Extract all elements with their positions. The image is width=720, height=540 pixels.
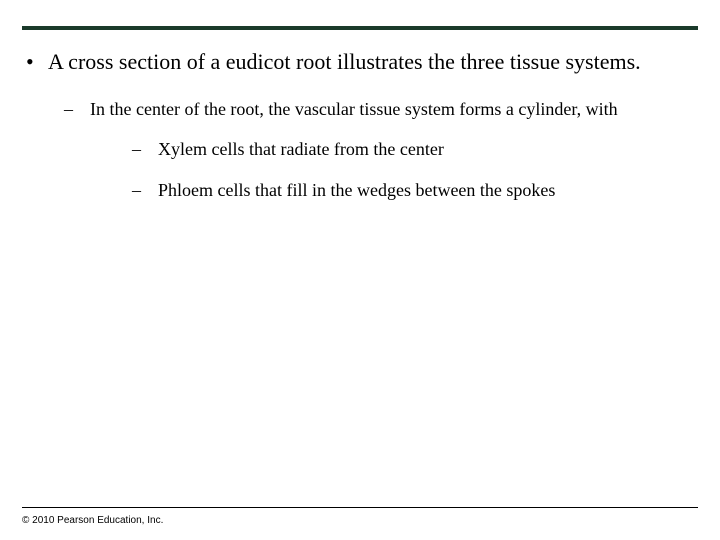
bullet-marker: •	[22, 48, 48, 76]
copyright-text: © 2010 Pearson Education, Inc.	[22, 515, 163, 526]
dash-marker: –	[132, 179, 158, 202]
bottom-horizontal-rule	[22, 507, 698, 508]
bullet-level-2: – In the center of the root, the vascula…	[64, 98, 698, 121]
bullet-text: In the center of the root, the vascular …	[90, 98, 698, 121]
top-horizontal-rule	[22, 26, 698, 30]
bullet-text: A cross section of a eudicot root illust…	[48, 48, 698, 76]
bullet-level-1: • A cross section of a eudicot root illu…	[22, 48, 698, 76]
dash-marker: –	[132, 138, 158, 161]
bullet-level-3: – Phloem cells that fill in the wedges b…	[132, 179, 698, 202]
bullet-text: Phloem cells that fill in the wedges bet…	[158, 179, 698, 202]
bullet-level-3: – Xylem cells that radiate from the cent…	[132, 138, 698, 161]
slide-content: • A cross section of a eudicot root illu…	[22, 48, 698, 219]
dash-marker: –	[64, 98, 90, 121]
bullet-text: Xylem cells that radiate from the center	[158, 138, 698, 161]
